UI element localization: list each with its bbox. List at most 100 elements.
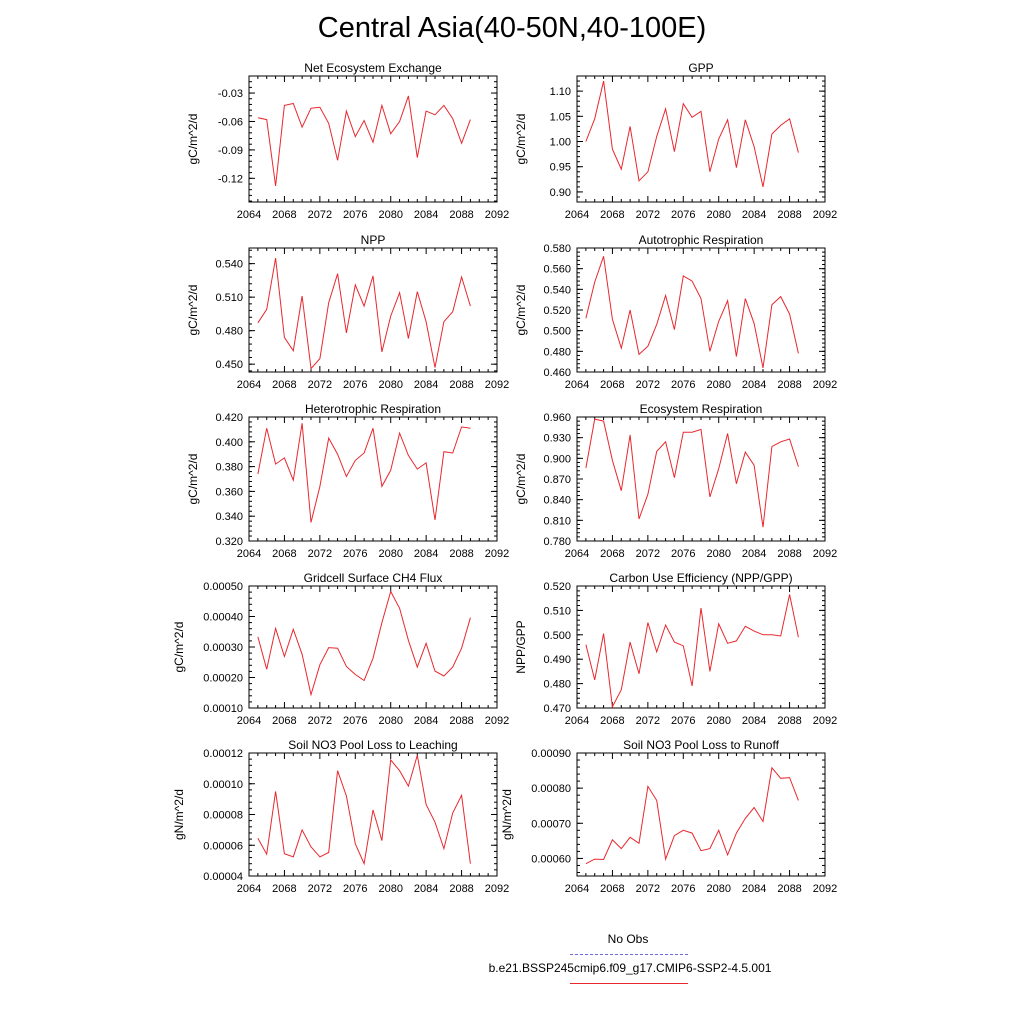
y-tick-label: 0.340 xyxy=(215,511,243,523)
y-tick-label: 0.00020 xyxy=(203,673,243,685)
x-tick-label: 2092 xyxy=(813,715,837,727)
series-line xyxy=(585,418,799,528)
y-tick-label: -0.09 xyxy=(218,145,243,157)
plot-frame xyxy=(248,752,498,877)
panel-title: Carbon Use Efficiency (NPP/GPP) xyxy=(609,571,792,585)
y-tick-label: 0.00070 xyxy=(531,818,571,830)
x-tick-label: 2064 xyxy=(237,715,261,727)
legend-obs-label: No Obs xyxy=(607,932,649,946)
series-line xyxy=(257,258,471,370)
x-tick-label: 2092 xyxy=(813,548,837,560)
y-tick-label: 0.460 xyxy=(543,367,571,379)
x-tick-label: 2076 xyxy=(671,883,695,895)
y-tick-label: 0.560 xyxy=(543,264,571,276)
x-tick-label: 2084 xyxy=(742,883,766,895)
x-tick-label: 2076 xyxy=(343,209,367,221)
series-line xyxy=(585,80,799,188)
x-tick-label: 2088 xyxy=(449,883,473,895)
panel-title: Ecosystem Respiration xyxy=(640,402,763,416)
y-tick-label: 1.10 xyxy=(550,86,571,98)
x-tick-label: 2080 xyxy=(706,379,730,391)
x-tick-label: 2068 xyxy=(272,883,296,895)
y-tick-label: 0.00004 xyxy=(203,871,243,883)
page-title: Central Asia(40-50N,40-100E) xyxy=(317,12,707,44)
y-tick-label: 0.00010 xyxy=(203,779,243,791)
x-tick-label: 2088 xyxy=(777,715,801,727)
x-tick-label: 2072 xyxy=(308,548,332,560)
panel-6: Ecosystem Respiration 2064 2068 2072 2076 208… xyxy=(514,402,837,560)
x-tick-label: 2092 xyxy=(813,883,837,895)
x-tick-label: 2080 xyxy=(378,379,402,391)
x-tick-label: 2068 xyxy=(600,715,624,727)
x-tick-label: 2068 xyxy=(272,715,296,727)
x-tick-label: 2076 xyxy=(343,883,367,895)
x-tick-label: 2084 xyxy=(742,209,766,221)
panel-title: Soil NO3 Pool Loss to Leaching xyxy=(288,738,457,752)
x-tick-label: 2088 xyxy=(777,548,801,560)
legend-obs-line xyxy=(570,954,688,955)
plot-frame xyxy=(576,416,826,542)
x-tick-label: 2080 xyxy=(706,209,730,221)
y-tick-label: 0.450 xyxy=(215,359,243,371)
y-tick-label: 0.00012 xyxy=(203,748,243,760)
x-tick-label: 2072 xyxy=(636,548,660,560)
y-tick-label: -0.06 xyxy=(218,116,243,128)
x-tick-label: 2072 xyxy=(636,209,660,221)
y-tick-label: 0.540 xyxy=(543,284,571,296)
x-tick-label: 2064 xyxy=(237,883,261,895)
x-tick-label: 2072 xyxy=(308,379,332,391)
y-tick-label: 0.00006 xyxy=(203,840,243,852)
x-tick-label: 2088 xyxy=(449,548,473,560)
plot-frame xyxy=(248,247,498,373)
x-tick-label: 2080 xyxy=(378,209,402,221)
x-tick-label: 2068 xyxy=(600,883,624,895)
y-tick-label: 1.00 xyxy=(550,137,571,149)
x-tick-label: 2072 xyxy=(308,715,332,727)
x-tick-label: 2076 xyxy=(671,715,695,727)
panel-8: Carbon Use Efficiency (NPP/GPP) 2064 2068 2… xyxy=(514,571,837,727)
x-tick-label: 2092 xyxy=(813,209,837,221)
series-line xyxy=(257,590,471,697)
y-tick-label: -0.12 xyxy=(218,173,243,185)
y-tick-label: 0.400 xyxy=(215,437,243,449)
y-axis-label: gC/m^2/d xyxy=(514,285,528,336)
plot-frame xyxy=(576,752,826,877)
series-line xyxy=(257,95,471,186)
panel-title: Autotrophic Respiration xyxy=(639,233,764,247)
y-tick-label: 0.480 xyxy=(543,346,571,358)
x-tick-label: 2084 xyxy=(414,548,438,560)
x-tick-label: 2068 xyxy=(600,548,624,560)
y-axis-label: gC/m^2/d xyxy=(186,285,200,336)
x-tick-label: 2088 xyxy=(777,883,801,895)
x-tick-label: 2080 xyxy=(378,883,402,895)
panel-10: Soil NO3 Pool Loss to Runoff 2064 2068 2072… xyxy=(500,738,837,895)
panel-1: Net Ecosystem Exchange 2064 2068 2072 2076 20… xyxy=(186,61,509,221)
y-axis-label: NPP/GPP xyxy=(514,620,528,673)
y-tick-label: 0.930 xyxy=(543,433,571,445)
x-tick-label: 2064 xyxy=(565,379,589,391)
x-tick-label: 2084 xyxy=(414,379,438,391)
y-tick-label: 0.500 xyxy=(543,326,571,338)
x-tick-label: 2084 xyxy=(414,209,438,221)
y-tick-label: 0.900 xyxy=(543,453,571,465)
panel-3: NPP 2064 2068 2072 2076 2080 2084 2088 2092 0.450… xyxy=(186,233,509,391)
x-tick-label: 2080 xyxy=(706,883,730,895)
x-tick-label: 2064 xyxy=(237,379,261,391)
y-tick-label: 0.480 xyxy=(215,326,243,338)
x-tick-label: 2076 xyxy=(343,548,367,560)
x-tick-label: 2080 xyxy=(378,548,402,560)
y-tick-label: 0.580 xyxy=(543,243,571,255)
y-tick-label: 0.320 xyxy=(215,536,243,548)
plot-frame xyxy=(576,75,826,203)
x-tick-label: 2088 xyxy=(449,715,473,727)
x-tick-label: 2080 xyxy=(378,715,402,727)
y-tick-label: 0.00090 xyxy=(531,748,571,760)
x-tick-label: 2088 xyxy=(777,209,801,221)
x-tick-label: 2064 xyxy=(237,209,261,221)
series-line xyxy=(257,423,471,523)
y-tick-label: 0.960 xyxy=(543,412,571,424)
y-tick-label: 0.780 xyxy=(543,536,571,548)
y-tick-label: 0.510 xyxy=(543,605,571,617)
y-axis-label: gN/m^2/d xyxy=(172,789,186,840)
x-tick-label: 2068 xyxy=(272,548,296,560)
